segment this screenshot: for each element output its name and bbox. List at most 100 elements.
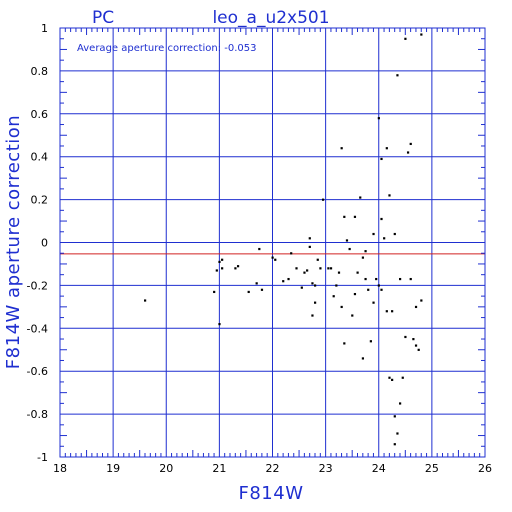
data-point bbox=[306, 269, 309, 272]
data-point bbox=[388, 194, 391, 197]
data-point bbox=[361, 256, 365, 259]
data-point bbox=[404, 335, 407, 339]
data-point bbox=[356, 271, 359, 274]
data-point bbox=[414, 344, 418, 347]
data-point bbox=[260, 288, 264, 291]
data-point bbox=[393, 443, 396, 446]
y-tick-label: 0.8 bbox=[31, 65, 49, 78]
x-axis-label: F814W bbox=[238, 483, 303, 504]
chart-title: leo_a_u2x501 bbox=[212, 8, 329, 28]
data-point bbox=[372, 232, 375, 236]
data-point bbox=[348, 247, 351, 251]
data-point bbox=[314, 284, 317, 287]
data-point bbox=[218, 260, 221, 264]
tick-marks bbox=[60, 28, 485, 457]
data-point bbox=[215, 269, 218, 272]
data-point bbox=[396, 432, 399, 435]
data-point bbox=[380, 288, 383, 291]
x-tick-label: 18 bbox=[53, 462, 67, 475]
plot-frame bbox=[59, 27, 486, 458]
data-point bbox=[311, 314, 314, 317]
data-point bbox=[401, 376, 404, 379]
data-point bbox=[367, 288, 370, 291]
data-point bbox=[396, 74, 399, 77]
data-point bbox=[308, 245, 311, 248]
x-tick-label: 21 bbox=[212, 462, 226, 475]
y-tick-label: -0.4 bbox=[27, 322, 48, 335]
data-point bbox=[404, 37, 407, 40]
data-point bbox=[343, 342, 346, 345]
data-point bbox=[340, 147, 343, 150]
data-point bbox=[377, 117, 380, 120]
data-point bbox=[343, 215, 346, 218]
data-point bbox=[420, 299, 423, 302]
x-tick-label: 19 bbox=[106, 462, 120, 475]
data-point bbox=[409, 277, 412, 281]
data-point bbox=[218, 323, 221, 326]
data-point bbox=[420, 33, 423, 36]
data-point bbox=[340, 305, 343, 309]
data-point bbox=[300, 286, 303, 289]
data-point bbox=[213, 290, 216, 294]
data-point bbox=[391, 378, 394, 381]
data-point bbox=[369, 340, 372, 343]
data-point bbox=[391, 310, 394, 313]
tick-labels: 18 19 20 21 22 23 24 25 26 1 0.8 0.6 0.4 0.2 0 -0.2 -0.4… bbox=[27, 22, 492, 475]
data-point bbox=[364, 250, 367, 253]
data-point bbox=[311, 282, 314, 285]
x-tick-label: 25 bbox=[425, 462, 439, 475]
x-tick-label: 20 bbox=[159, 462, 173, 475]
data-point bbox=[385, 310, 388, 313]
data-point bbox=[332, 295, 335, 298]
data-point bbox=[255, 282, 258, 285]
data-point bbox=[234, 267, 237, 270]
data-point bbox=[258, 247, 261, 251]
data-point bbox=[337, 271, 341, 274]
data-point bbox=[351, 314, 354, 317]
grid-lines bbox=[59, 27, 486, 458]
data-point bbox=[406, 151, 410, 154]
data-point bbox=[399, 402, 402, 405]
data-point bbox=[353, 292, 357, 296]
y-tick-label: 0.4 bbox=[31, 151, 49, 164]
data-point bbox=[274, 258, 277, 261]
data-point bbox=[290, 252, 293, 255]
data-point bbox=[375, 277, 378, 281]
y-tick-label: 1 bbox=[41, 22, 48, 35]
data-point bbox=[393, 232, 396, 236]
chart-subtitle: PC bbox=[92, 8, 114, 28]
data-point bbox=[308, 237, 311, 240]
data-point bbox=[383, 237, 386, 240]
y-tick-label: -0.8 bbox=[27, 408, 48, 421]
data-point bbox=[380, 157, 383, 161]
data-point bbox=[377, 284, 380, 287]
data-point bbox=[247, 290, 250, 294]
data-point bbox=[303, 271, 306, 274]
data-point bbox=[361, 357, 365, 360]
data-point bbox=[399, 277, 402, 281]
data-point bbox=[372, 301, 375, 304]
data-point bbox=[319, 267, 322, 270]
y-axis-label: F814W aperture correction bbox=[3, 115, 24, 369]
data-point bbox=[409, 142, 412, 146]
data-point bbox=[144, 299, 147, 302]
data-point bbox=[316, 258, 319, 261]
data-point bbox=[221, 267, 224, 270]
data-point bbox=[295, 267, 298, 270]
data-point bbox=[417, 348, 420, 351]
data-point bbox=[364, 277, 367, 281]
data-point bbox=[359, 196, 362, 199]
data-point bbox=[412, 338, 415, 341]
data-point bbox=[271, 256, 274, 259]
data-point bbox=[385, 147, 388, 150]
y-tick-label: -0.6 bbox=[27, 365, 48, 378]
data-point bbox=[287, 277, 290, 281]
data-point bbox=[282, 280, 285, 283]
y-tick-label: -0.2 bbox=[27, 279, 48, 292]
y-tick-label: -1 bbox=[37, 451, 48, 464]
average-annotation: Average aperture correction: -0.053 bbox=[77, 43, 257, 54]
data-point bbox=[329, 267, 333, 270]
data-point bbox=[353, 215, 357, 218]
